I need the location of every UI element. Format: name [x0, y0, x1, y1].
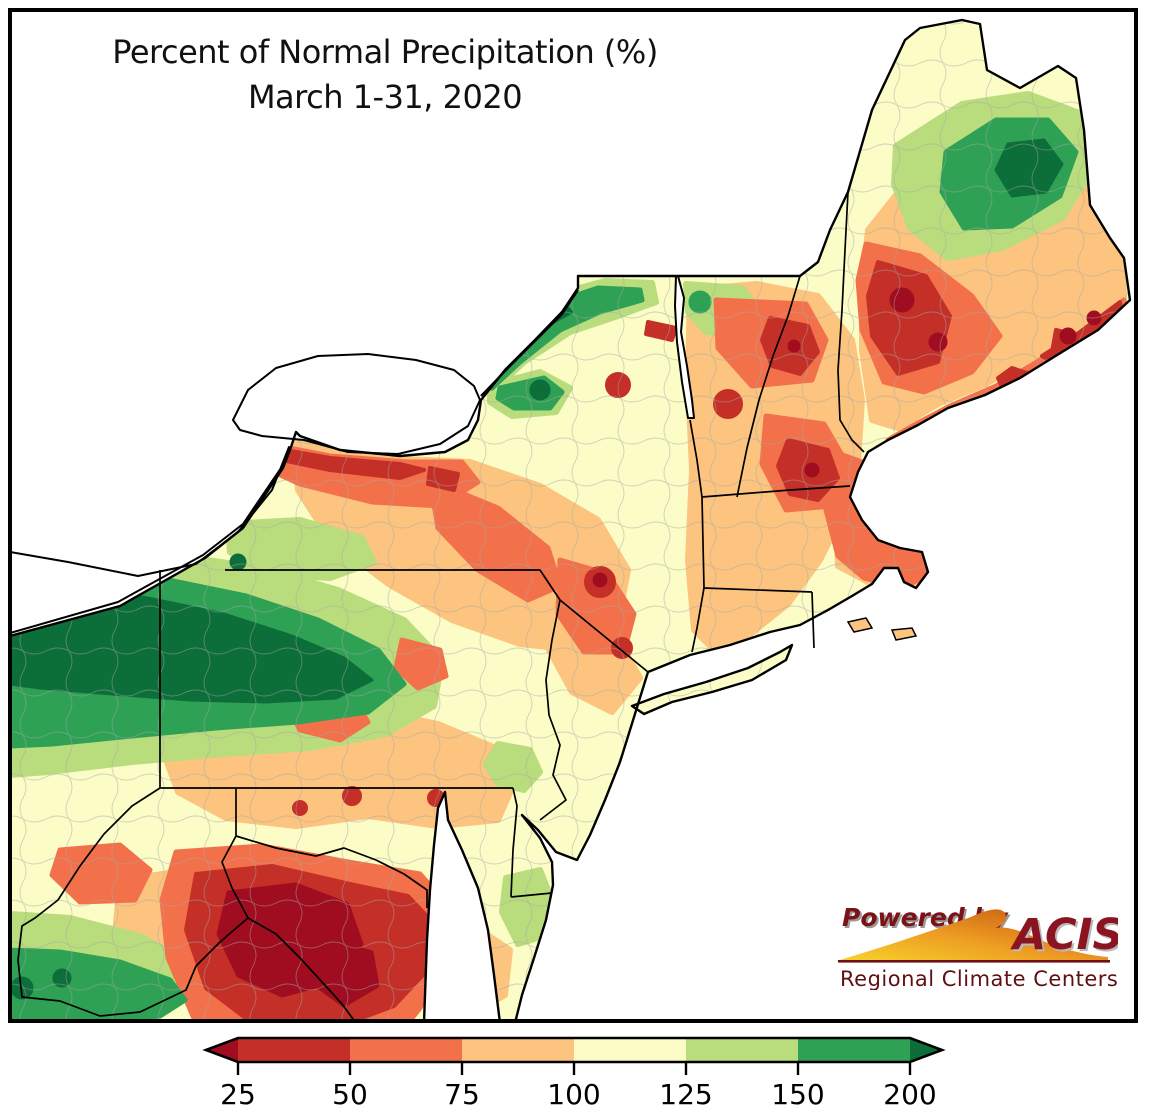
coastline	[10, 18, 1132, 1023]
title-line-1: Percent of Normal Precipitation (%)	[112, 33, 658, 71]
acis-name: ACIS	[1010, 910, 1118, 960]
acis-name-shadow: ACIS	[1012, 912, 1118, 962]
acis-subtitle: Regional Climate Centers	[840, 967, 1118, 990]
lake-ontario	[232, 353, 481, 455]
lake-champlain	[674, 275, 695, 419]
legend-segment-75-100	[462, 1038, 574, 1062]
acis-logo: Powered by Powered by ACIS ACIS Regional…	[836, 903, 1118, 990]
legend-segment-below-25	[206, 1038, 238, 1062]
title-line-2: March 1-31, 2020	[247, 77, 523, 116]
county-lines-texture	[10, 20, 1130, 1023]
precipitation-contours	[10, 20, 1130, 1023]
legend-tick-label-200: 200	[883, 1078, 936, 1111]
legend-tick-label-125: 125	[659, 1078, 712, 1111]
state-boundaries	[17, 191, 865, 1023]
nantucket	[890, 627, 918, 641]
swoosh-icon	[836, 909, 1108, 963]
legend-segment-50-75	[350, 1038, 462, 1062]
legend-tick-label-100: 100	[547, 1078, 600, 1111]
legend-tick-label-25: 25	[220, 1078, 256, 1111]
precipitation-map	[10, 18, 1132, 1023]
logo-underline	[838, 960, 1110, 963]
color-scale-legend: 25 50 75 100 125 150 200	[202, 1036, 946, 1111]
long-island	[630, 643, 794, 716]
map-title: Percent of Normal Precipitation (%) Marc…	[30, 30, 740, 120]
legend-segment-125-150	[686, 1038, 798, 1062]
legend-segment-150-200	[798, 1038, 910, 1062]
legend-tick-label-50: 50	[332, 1078, 368, 1111]
legend-segment-above-200	[910, 1038, 942, 1062]
lake-erie	[10, 446, 290, 634]
legend-segment-100-125	[574, 1038, 686, 1062]
legend-tick-label-150: 150	[771, 1078, 824, 1111]
marthas-vineyard	[846, 617, 874, 633]
legend-segment-25-50	[238, 1038, 350, 1062]
legend-tick-label-75: 75	[444, 1078, 480, 1111]
